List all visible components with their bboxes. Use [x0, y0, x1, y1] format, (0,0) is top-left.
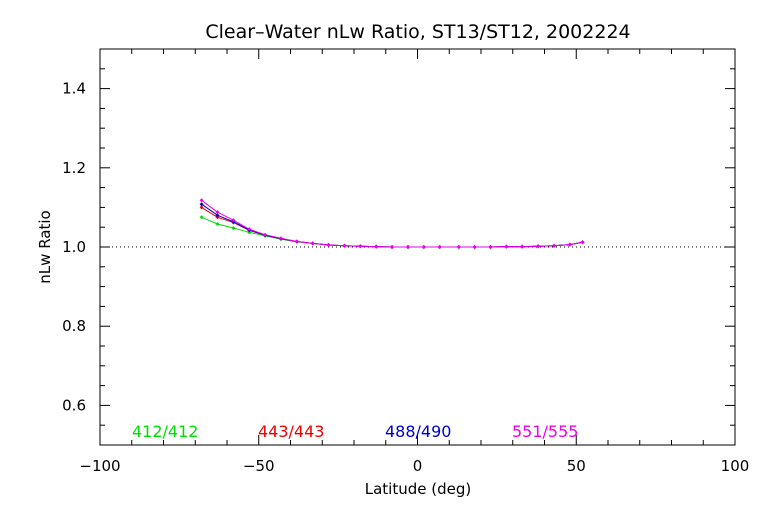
y-tick-label: 1.2	[62, 159, 86, 177]
axis-tick-labels: −100 −50 0 50 100 0.6 0.8 1.0 1.2 1.4	[62, 80, 749, 475]
x-tick-label: −50	[243, 457, 275, 475]
data-point	[294, 239, 299, 244]
data-point	[326, 243, 331, 248]
legend: 412/412 443/443 488/490 551/555	[132, 422, 578, 441]
data-point	[580, 240, 585, 245]
x-axis-label: Latitude (deg)	[365, 480, 471, 498]
series-551/555	[199, 198, 585, 249]
data-point	[199, 198, 204, 203]
y-tick-label: 0.8	[62, 317, 86, 335]
data-point	[488, 245, 493, 249]
x-tick-label: 50	[567, 457, 586, 475]
axis-ticks	[99, 48, 736, 446]
data-point	[390, 245, 395, 249]
data-point	[278, 236, 283, 241]
data-point	[536, 244, 541, 249]
data-point	[374, 244, 379, 249]
data-point	[437, 245, 442, 249]
legend-entry: 412/412	[132, 422, 198, 441]
x-tick-label: 100	[721, 457, 750, 475]
y-tick-label: 0.6	[62, 396, 86, 414]
data-point	[199, 202, 204, 207]
data-point	[310, 241, 315, 246]
data-point	[567, 242, 572, 247]
data-point	[231, 218, 236, 223]
data-point	[520, 244, 525, 249]
data-point	[472, 245, 477, 249]
data-point	[504, 244, 509, 249]
data-point	[263, 232, 268, 237]
series-line	[201, 199, 583, 248]
data-point	[215, 213, 220, 218]
data-point	[215, 222, 220, 227]
data-point	[405, 245, 410, 249]
data-point	[552, 243, 557, 248]
data-point	[421, 245, 426, 249]
data-point	[358, 244, 363, 249]
series-line	[201, 206, 583, 248]
series-443/443	[199, 205, 585, 249]
x-tick-label: 0	[413, 457, 423, 475]
x-tick-label: −100	[79, 457, 120, 475]
chart-title: Clear–Water nLw Ratio, ST13/ST12, 200222…	[205, 21, 630, 43]
data-point	[199, 205, 204, 210]
data-point	[342, 243, 347, 248]
legend-entry: 488/490	[385, 422, 451, 441]
legend-entry: 443/443	[258, 422, 324, 441]
series-line	[201, 203, 583, 248]
y-tick-label: 1.0	[62, 238, 86, 256]
data-series	[199, 198, 585, 249]
legend-entry: 551/555	[512, 422, 578, 441]
data-point	[215, 210, 220, 215]
y-tick-label: 1.4	[62, 80, 86, 98]
y-axis-label: nLw Ratio	[36, 210, 54, 283]
data-point	[456, 245, 461, 249]
series-488/490	[199, 202, 585, 249]
data-point	[247, 227, 252, 232]
data-point	[231, 225, 236, 230]
data-point	[199, 215, 204, 220]
